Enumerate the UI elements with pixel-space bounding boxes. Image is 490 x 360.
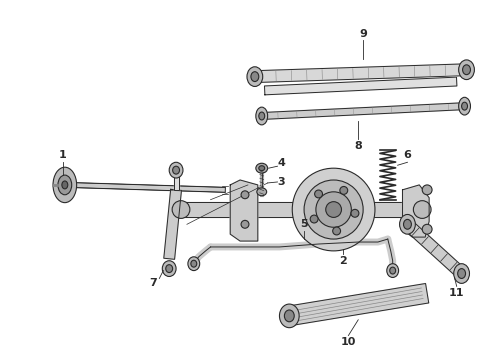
Ellipse shape	[459, 60, 474, 80]
Ellipse shape	[241, 191, 249, 199]
Polygon shape	[265, 77, 457, 95]
Ellipse shape	[284, 310, 294, 322]
Ellipse shape	[191, 260, 197, 267]
Ellipse shape	[292, 168, 375, 251]
Ellipse shape	[351, 210, 359, 217]
Ellipse shape	[459, 97, 470, 115]
Ellipse shape	[454, 264, 469, 283]
Ellipse shape	[463, 65, 470, 75]
Ellipse shape	[188, 257, 200, 271]
Text: 1: 1	[59, 150, 67, 161]
Text: 10: 10	[341, 337, 356, 347]
Ellipse shape	[304, 180, 363, 239]
Ellipse shape	[172, 201, 190, 219]
Ellipse shape	[251, 72, 259, 82]
Ellipse shape	[279, 304, 299, 328]
Ellipse shape	[316, 192, 351, 227]
Text: 9: 9	[359, 29, 367, 39]
Ellipse shape	[340, 186, 348, 194]
Ellipse shape	[257, 188, 267, 196]
Polygon shape	[230, 180, 258, 241]
Ellipse shape	[422, 224, 432, 234]
Ellipse shape	[259, 112, 265, 120]
Ellipse shape	[315, 190, 322, 198]
Ellipse shape	[256, 107, 268, 125]
Ellipse shape	[58, 175, 72, 195]
Ellipse shape	[404, 219, 412, 229]
Ellipse shape	[53, 167, 76, 203]
Polygon shape	[68, 183, 225, 192]
Polygon shape	[288, 284, 429, 325]
Ellipse shape	[333, 227, 341, 235]
Ellipse shape	[241, 220, 249, 228]
Polygon shape	[402, 185, 429, 237]
Polygon shape	[262, 103, 465, 120]
Ellipse shape	[399, 215, 416, 234]
Text: 7: 7	[149, 278, 157, 288]
Polygon shape	[403, 220, 466, 278]
Ellipse shape	[259, 166, 265, 171]
Ellipse shape	[166, 265, 172, 273]
Text: 2: 2	[340, 256, 347, 266]
Ellipse shape	[390, 267, 395, 274]
Polygon shape	[164, 189, 181, 259]
Ellipse shape	[462, 102, 467, 110]
Ellipse shape	[326, 202, 342, 217]
Ellipse shape	[387, 264, 398, 278]
Ellipse shape	[422, 185, 432, 195]
Polygon shape	[173, 170, 178, 190]
Ellipse shape	[162, 261, 176, 276]
Polygon shape	[255, 64, 466, 82]
Text: 5: 5	[300, 219, 308, 229]
Text: 11: 11	[449, 288, 465, 298]
Ellipse shape	[458, 269, 466, 278]
Ellipse shape	[62, 181, 68, 189]
Ellipse shape	[172, 166, 179, 174]
Ellipse shape	[256, 163, 268, 173]
Ellipse shape	[247, 67, 263, 86]
Ellipse shape	[169, 162, 183, 178]
Text: 4: 4	[277, 158, 285, 168]
Text: 3: 3	[278, 177, 285, 187]
Ellipse shape	[414, 201, 431, 219]
Ellipse shape	[310, 215, 318, 223]
Text: 6: 6	[404, 150, 412, 161]
Text: 8: 8	[354, 140, 362, 150]
